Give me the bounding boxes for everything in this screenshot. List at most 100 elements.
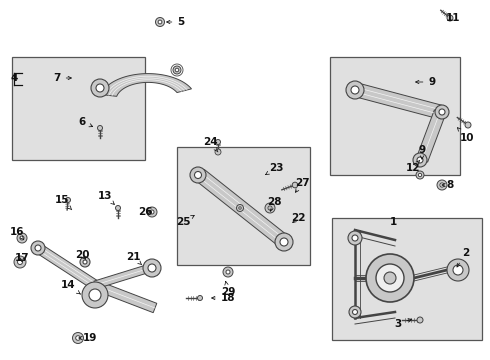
Text: 20: 20 bbox=[75, 250, 89, 260]
Text: 9: 9 bbox=[418, 145, 425, 159]
Circle shape bbox=[413, 153, 427, 167]
Polygon shape bbox=[35, 244, 98, 289]
Circle shape bbox=[190, 167, 206, 183]
Circle shape bbox=[148, 264, 156, 272]
Text: 19: 19 bbox=[79, 333, 97, 343]
Circle shape bbox=[352, 310, 358, 315]
Circle shape bbox=[35, 245, 41, 251]
Circle shape bbox=[349, 306, 361, 318]
Text: 22: 22 bbox=[291, 213, 305, 223]
Circle shape bbox=[155, 18, 165, 27]
Circle shape bbox=[346, 81, 364, 99]
Circle shape bbox=[275, 233, 293, 251]
Circle shape bbox=[447, 259, 469, 281]
Circle shape bbox=[437, 180, 447, 190]
Polygon shape bbox=[101, 73, 192, 96]
Bar bbox=[330, 57, 460, 175]
Text: 6: 6 bbox=[78, 117, 93, 127]
Circle shape bbox=[268, 206, 272, 210]
Circle shape bbox=[158, 20, 162, 24]
Text: 29: 29 bbox=[221, 281, 235, 297]
Circle shape bbox=[66, 198, 71, 202]
Text: 9: 9 bbox=[416, 77, 436, 87]
Circle shape bbox=[237, 204, 244, 212]
Circle shape bbox=[265, 203, 275, 213]
Text: 13: 13 bbox=[98, 191, 114, 204]
Circle shape bbox=[96, 84, 104, 92]
Circle shape bbox=[215, 149, 221, 155]
Polygon shape bbox=[196, 170, 286, 246]
Circle shape bbox=[83, 260, 87, 264]
Circle shape bbox=[80, 257, 90, 267]
Circle shape bbox=[417, 157, 423, 163]
Circle shape bbox=[465, 122, 471, 128]
Circle shape bbox=[173, 66, 181, 74]
Text: 7: 7 bbox=[53, 73, 72, 83]
Circle shape bbox=[143, 259, 161, 277]
Circle shape bbox=[239, 207, 241, 209]
Circle shape bbox=[216, 140, 220, 144]
Circle shape bbox=[292, 182, 298, 188]
Circle shape bbox=[31, 241, 45, 255]
Text: 11: 11 bbox=[446, 13, 460, 23]
Circle shape bbox=[197, 296, 202, 301]
Circle shape bbox=[447, 15, 453, 21]
Text: 4: 4 bbox=[10, 73, 18, 83]
Circle shape bbox=[18, 260, 23, 265]
Circle shape bbox=[17, 233, 27, 243]
Text: 15: 15 bbox=[55, 195, 72, 210]
Circle shape bbox=[14, 256, 26, 268]
Text: 8: 8 bbox=[442, 180, 454, 190]
Circle shape bbox=[226, 270, 230, 274]
Text: 2: 2 bbox=[457, 248, 469, 267]
Circle shape bbox=[82, 282, 108, 308]
Circle shape bbox=[280, 238, 288, 246]
Text: 16: 16 bbox=[10, 227, 24, 240]
Circle shape bbox=[417, 317, 423, 323]
Text: 28: 28 bbox=[267, 197, 281, 211]
Text: 1: 1 bbox=[390, 217, 396, 227]
Bar bbox=[177, 147, 310, 265]
Circle shape bbox=[223, 267, 233, 277]
Circle shape bbox=[20, 236, 24, 240]
Circle shape bbox=[453, 265, 463, 275]
Circle shape bbox=[116, 206, 121, 211]
Text: 18: 18 bbox=[212, 293, 235, 303]
Circle shape bbox=[352, 235, 358, 241]
Circle shape bbox=[351, 86, 359, 94]
Polygon shape bbox=[355, 83, 442, 119]
Circle shape bbox=[89, 289, 101, 301]
Circle shape bbox=[348, 231, 362, 245]
Text: 23: 23 bbox=[266, 163, 283, 175]
Circle shape bbox=[439, 109, 445, 115]
Text: 27: 27 bbox=[294, 178, 309, 192]
Circle shape bbox=[376, 264, 404, 292]
Text: 26: 26 bbox=[138, 207, 152, 217]
Circle shape bbox=[73, 333, 83, 343]
Circle shape bbox=[440, 183, 444, 187]
Bar bbox=[12, 57, 145, 160]
Circle shape bbox=[384, 272, 396, 284]
Text: 10: 10 bbox=[458, 128, 474, 143]
Bar bbox=[332, 218, 482, 340]
Circle shape bbox=[75, 336, 80, 340]
Polygon shape bbox=[94, 264, 151, 289]
Text: 25: 25 bbox=[176, 215, 194, 227]
Circle shape bbox=[416, 171, 424, 179]
Circle shape bbox=[150, 210, 154, 214]
Text: 21: 21 bbox=[126, 252, 142, 265]
Text: 17: 17 bbox=[15, 253, 29, 263]
Polygon shape bbox=[416, 110, 445, 162]
Circle shape bbox=[98, 126, 102, 131]
Circle shape bbox=[366, 254, 414, 302]
Circle shape bbox=[435, 105, 449, 119]
Circle shape bbox=[195, 171, 201, 179]
Text: 14: 14 bbox=[61, 280, 80, 294]
Text: 12: 12 bbox=[406, 160, 420, 173]
Circle shape bbox=[175, 68, 179, 72]
Circle shape bbox=[91, 79, 109, 97]
Text: 24: 24 bbox=[203, 137, 218, 152]
Text: 3: 3 bbox=[394, 319, 412, 329]
Circle shape bbox=[147, 207, 157, 217]
Circle shape bbox=[418, 173, 422, 177]
